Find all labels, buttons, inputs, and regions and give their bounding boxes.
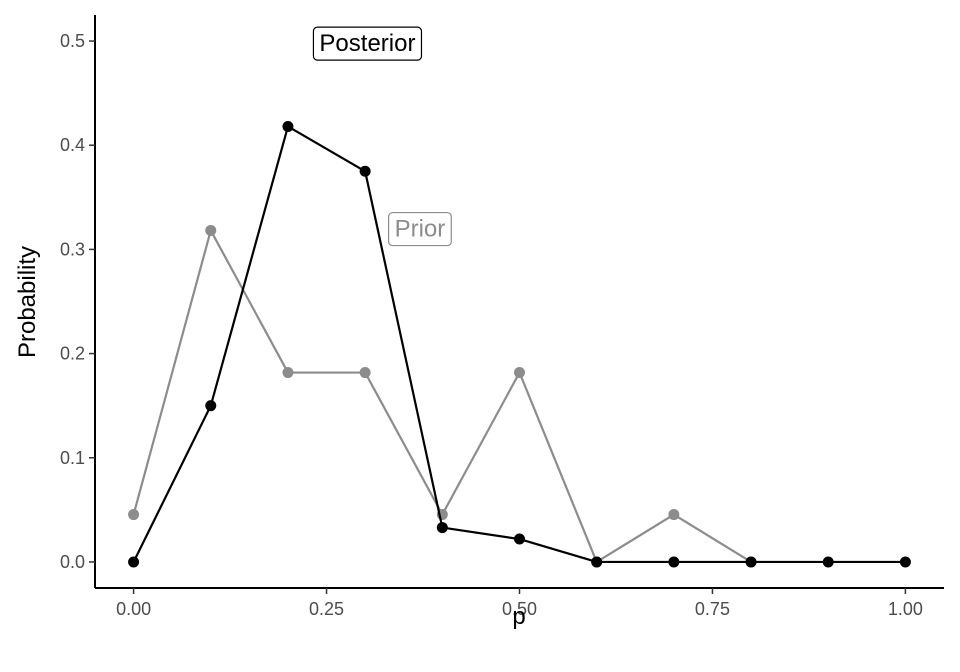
prior-point <box>359 367 371 379</box>
prior-point <box>668 509 680 521</box>
series-layer <box>128 120 911 568</box>
label-text: Posterior <box>319 30 415 57</box>
y-tick-label: 0.0 <box>60 552 85 572</box>
prior-point <box>514 367 525 379</box>
x-tick-label: 0.75 <box>695 599 730 619</box>
prior-point <box>205 224 217 236</box>
prior-point <box>128 509 140 521</box>
label-posterior: Posterior <box>312 26 423 61</box>
y-tick-label: 0.1 <box>60 448 85 468</box>
posterior-point <box>128 556 140 568</box>
posterior-point <box>822 556 834 568</box>
x-tick-label: 0.25 <box>309 599 344 619</box>
posterior-point <box>205 400 217 412</box>
posterior-point <box>591 556 603 568</box>
label-box <box>387 211 452 247</box>
annotation-layer: Posterior Prior <box>312 26 452 247</box>
posterior-point <box>668 556 680 568</box>
x-tick-label: 0.50 <box>502 599 537 619</box>
posterior-point <box>436 522 448 534</box>
label-text: Prior <box>395 216 446 243</box>
y-tick-label: 0.2 <box>60 344 85 364</box>
label-prior: Prior <box>387 211 452 247</box>
posterior-point <box>514 533 525 545</box>
y-tick-label: 0.3 <box>60 239 85 259</box>
posterior-line <box>132 125 906 564</box>
x-tick-label: 1.00 <box>888 599 923 619</box>
posterior-point <box>745 556 757 568</box>
series-prior <box>128 224 757 568</box>
axes: 0.00 0.25 0.50 0.75 1.00 0.0 0.1 0.2 0.3 0.4 0.5 <box>60 15 944 619</box>
prior-point <box>282 367 294 379</box>
y-axis-title: Probability <box>14 246 41 358</box>
posterior-point <box>899 556 911 568</box>
posterior-point <box>359 165 371 177</box>
series-posterior <box>128 120 911 568</box>
x-tick-label: 0.00 <box>116 599 151 619</box>
y-tick-label: 0.4 <box>60 135 85 155</box>
label-box <box>312 26 423 61</box>
y-tick-label: 0.5 <box>60 31 85 51</box>
posterior-point <box>282 120 294 132</box>
x-axis-title: p <box>512 603 525 630</box>
